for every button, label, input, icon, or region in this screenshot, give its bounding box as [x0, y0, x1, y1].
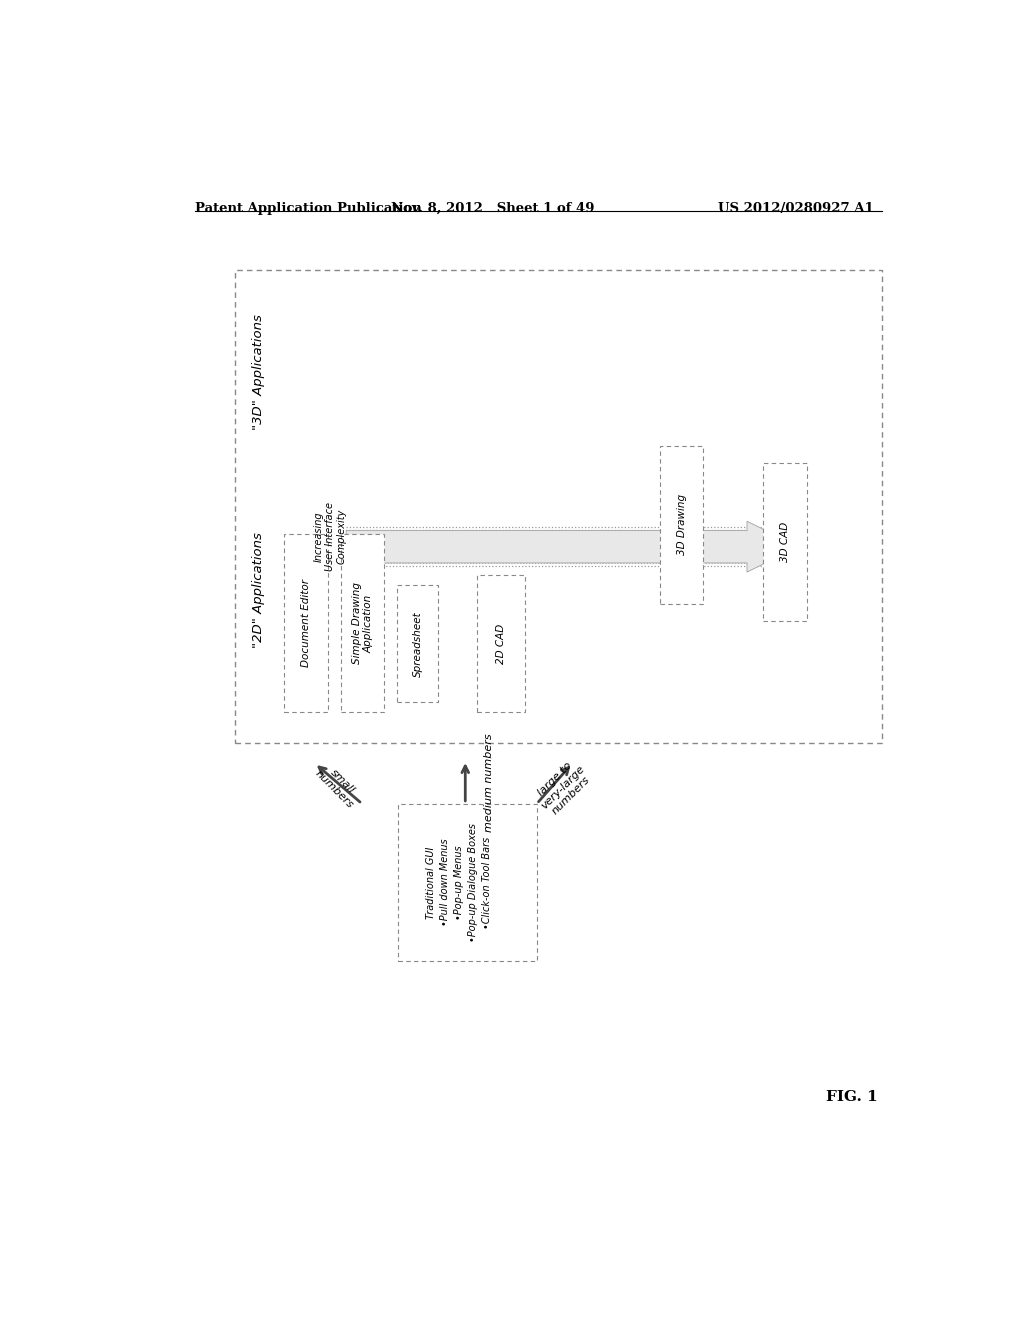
Text: medium numbers: medium numbers	[483, 733, 494, 832]
Bar	[341, 535, 384, 713]
Text: "3D" Applications: "3D" Applications	[253, 314, 265, 430]
Text: Spreadsheet: Spreadsheet	[413, 611, 423, 677]
Bar	[285, 535, 328, 713]
Bar	[763, 463, 807, 620]
Text: 2D CAD: 2D CAD	[496, 623, 506, 664]
Text: Traditional GUI
•Pull down Menus
•Pop-up Menus
•Pop-up Dialogue Boxes
•Click-on : Traditional GUI •Pull down Menus •Pop-up…	[426, 824, 493, 942]
Bar	[659, 446, 703, 603]
Text: Simple Drawing
Application: Simple Drawing Application	[351, 582, 374, 664]
Bar	[236, 271, 882, 743]
Bar	[397, 804, 537, 961]
Bar	[477, 576, 525, 713]
Polygon shape	[346, 521, 799, 572]
Text: Nov. 8, 2012   Sheet 1 of 49: Nov. 8, 2012 Sheet 1 of 49	[391, 202, 595, 215]
Text: "2D" Applications: "2D" Applications	[253, 532, 265, 648]
Text: 3D Drawing: 3D Drawing	[677, 494, 686, 556]
Bar	[397, 585, 438, 702]
Text: 3D CAD: 3D CAD	[779, 521, 790, 562]
Text: large to
very-large
numbers: large to very-large numbers	[531, 755, 595, 820]
Text: small
numbers: small numbers	[313, 760, 364, 810]
Text: US 2012/0280927 A1: US 2012/0280927 A1	[718, 202, 873, 215]
Text: Increasing
User Interface
Complexity: Increasing User Interface Complexity	[313, 502, 347, 572]
Text: Document Editor: Document Editor	[301, 579, 311, 668]
Text: Patent Application Publication: Patent Application Publication	[196, 202, 422, 215]
Text: FIG. 1: FIG. 1	[826, 1089, 879, 1104]
